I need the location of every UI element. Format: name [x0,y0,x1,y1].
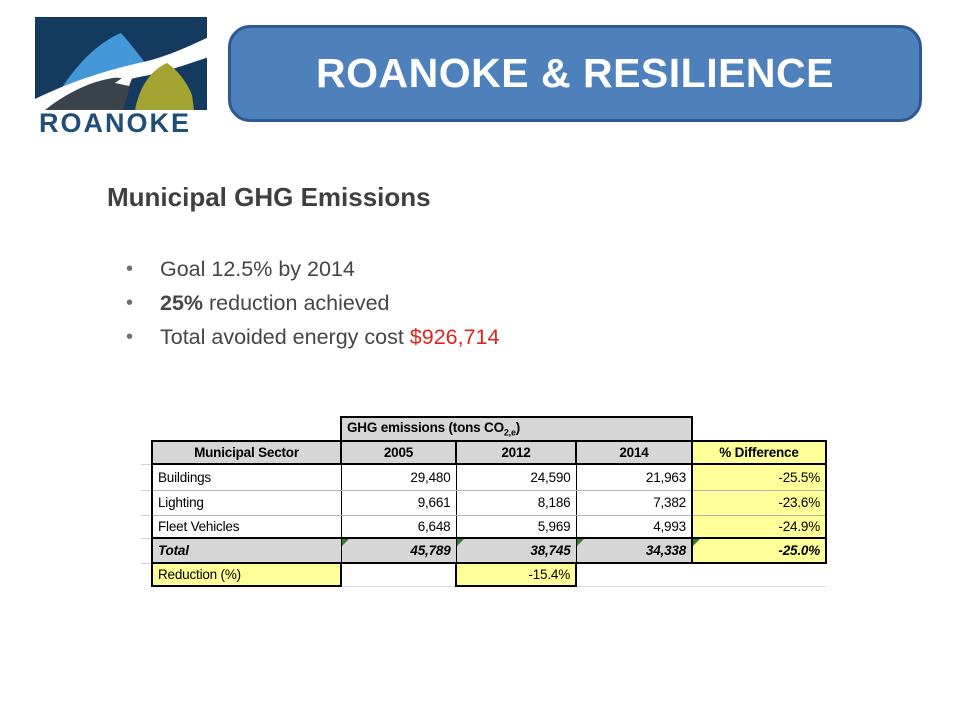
column-header-2012: 2012 [455,440,577,465]
cell-error-indicator-icon [457,540,464,546]
column-header-difference: % Difference [691,440,827,465]
bullet-text-red-amount: $926,714 [409,325,500,349]
total-diff-cell: -25.0% [691,537,827,564]
column-header-2005: 2005 [340,440,457,465]
bullet-text: reduction achieved [203,291,390,315]
lighting-2005-cell: 9,661 [340,490,456,516]
total-2012-value: 38,745 [530,543,571,558]
reduction-2012-cell: -15.4% [455,563,577,587]
bullet-list: • Goal 12.5% by 2014 • 25% reduction ach… [126,252,499,354]
roanoke-logo-icon [35,17,207,110]
bullet-text: Total avoided energy cost [160,325,410,349]
reduction-2005-cell [340,563,456,587]
gutter-cell [141,538,152,564]
table-row-reduction: Reduction (%) -15.4% [141,563,826,587]
logo-wordmark: ROANOKE [38,108,191,138]
logo-charcoal-ridge [45,77,131,110]
banner-title: ROANOKE & RESILIENCE [316,50,834,96]
title-banner: ROANOKE & RESILIENCE [228,25,922,122]
buildings-2012-cell: 24,590 [455,464,576,491]
table-title-subscript: 2,e [503,427,516,438]
total-2005-value: 45,789 [410,543,451,558]
reduction-label-cell: Reduction (%) [151,563,342,587]
gutter-cell [141,563,152,586]
total-label-cell: Total [151,537,341,564]
gutter-cell [141,464,152,491]
table-title-cell: GHG emissions (tons CO2,e) [340,416,693,442]
fleet-2005-cell: 6,648 [340,515,456,539]
table-header-row: Municipal Sector 2005 2012 2014 % Differ… [141,440,827,465]
bullet-item-reduction: • 25% reduction achieved [126,286,499,320]
cell-error-indicator-icon [577,540,584,546]
lighting-2014-cell: 7,382 [575,490,692,516]
lighting-diff-cell: -23.6% [691,490,827,516]
table-row-total: Total 45,789 38,745 34,338 -25.0% [141,537,827,564]
bullet-text: Goal 12.5% by 2014 [160,257,355,281]
lighting-2012-cell: 8,186 [455,490,576,516]
buildings-diff-cell: -25.5% [691,464,827,491]
total-2012-cell: 38,745 [455,537,576,564]
empty-cell [152,417,341,441]
fleet-label-cell: Fleet Vehicles [151,515,341,539]
bullet-marker-icon: • [126,326,134,348]
column-header-sector: Municipal Sector [151,440,342,465]
bullet-marker-icon: • [126,292,134,314]
total-diff-value: -25.0% [778,543,820,558]
reduction-diff-cell [692,563,826,587]
cell-error-indicator-icon [694,540,700,546]
empty-cell [692,417,826,441]
table-title-row: GHG emissions (tons CO2,e) [141,416,826,442]
buildings-2005-cell: 29,480 [340,464,456,491]
table-title-text: GHG emissions (tons CO [347,420,504,436]
cell-error-indicator-icon [342,540,349,546]
table-row-fleet-vehicles: Fleet Vehicles 6,648 5,969 4,993 -24.9% [141,515,827,539]
fleet-diff-cell: -24.9% [691,515,827,539]
gutter-cell [141,417,152,441]
bullet-marker-icon: • [126,258,134,280]
gutter-cell [141,441,152,465]
fleet-2012-cell: 5,969 [455,515,576,539]
slide-heading: Municipal GHG Emissions [107,182,431,212]
table-row-lighting: Lighting 9,661 8,186 7,382 -23.6% [141,490,827,516]
total-2014-value: 34,338 [645,543,686,558]
gutter-cell [141,515,152,539]
buildings-2014-cell: 21,963 [575,464,692,491]
logo-olive-mountain [135,63,194,110]
buildings-label-cell: Buildings [151,464,341,491]
bullet-text-bold: 25% [160,291,204,315]
total-2014-cell: 34,338 [575,537,692,564]
fleet-2014-cell: 4,993 [575,515,692,539]
total-2005-cell: 45,789 [340,537,456,564]
bullet-item-goal: • Goal 12.5% by 2014 [126,252,499,286]
bullet-item-cost: • Total avoided energy cost $926,714 [126,320,499,354]
ghg-emissions-table: GHG emissions (tons CO2,e) Municipal Sec… [141,416,827,587]
column-header-2014: 2014 [575,440,693,465]
gutter-cell [141,490,152,516]
lighting-label-cell: Lighting [151,490,341,516]
table-row-buildings: Buildings 29,480 24,590 21,963 -25.5% [141,464,827,491]
reduction-2014-cell [576,563,692,587]
logo-arrow-icon [115,68,136,86]
table-title-text: ) [515,420,521,436]
